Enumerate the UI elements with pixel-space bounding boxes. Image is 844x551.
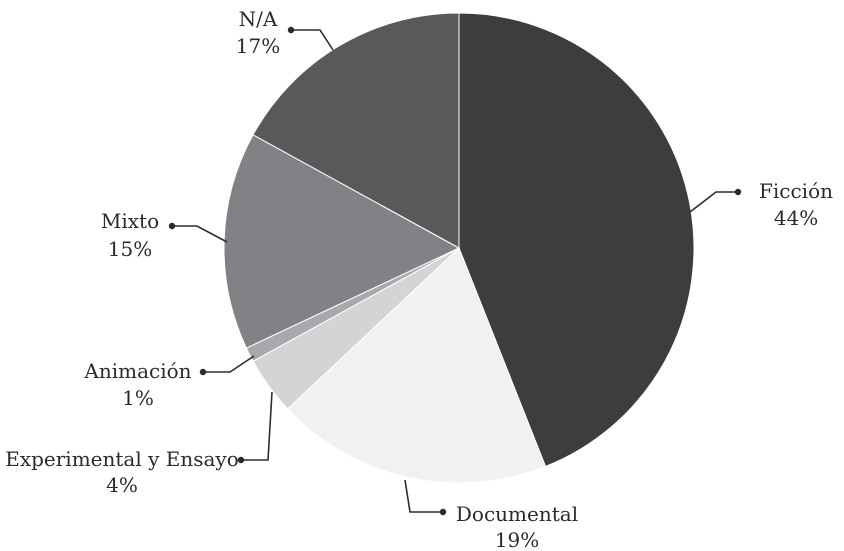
leader-lines [168, 26, 742, 516]
slice-label-animacion: Animación [83, 359, 191, 383]
leader-dot-mixto [168, 222, 176, 230]
slice-value-documental: 19% [495, 528, 539, 551]
leader-line-ficcion [689, 191, 738, 213]
pie-slice-na [252, 12, 460, 249]
slice-label-na: N/A [239, 7, 278, 31]
slice-value-experimental: 4% [106, 473, 138, 497]
leader-dot-experimental [237, 456, 245, 464]
leader-line-experimental [241, 391, 273, 461]
pie-slice-documental [286, 247, 547, 484]
leader-dot-na [287, 26, 295, 34]
leader-dot-documental [439, 508, 447, 516]
slice-label-experimental: Experimental y Ensayo [5, 447, 239, 471]
slice-value-mixto: 15% [108, 237, 152, 261]
leader-line-animacion [203, 355, 255, 373]
slice-value-na: 17% [236, 34, 280, 58]
slice-value-ficcion: 44% [774, 206, 818, 230]
leader-dot-ficcion [734, 188, 742, 196]
pie-slice-ficcion [458, 12, 695, 468]
slice-label-documental: Documental [456, 502, 578, 526]
leader-dot-animacion [199, 368, 207, 376]
leader-line-mixto [172, 225, 228, 243]
leader-line-na [291, 29, 334, 51]
pie-slices [223, 12, 695, 484]
leader-line-documental [404, 479, 443, 513]
slice-label-ficcion: Ficción [759, 179, 833, 203]
slice-value-animacion: 1% [122, 386, 154, 410]
slice-label-mixto: Mixto [101, 209, 159, 233]
